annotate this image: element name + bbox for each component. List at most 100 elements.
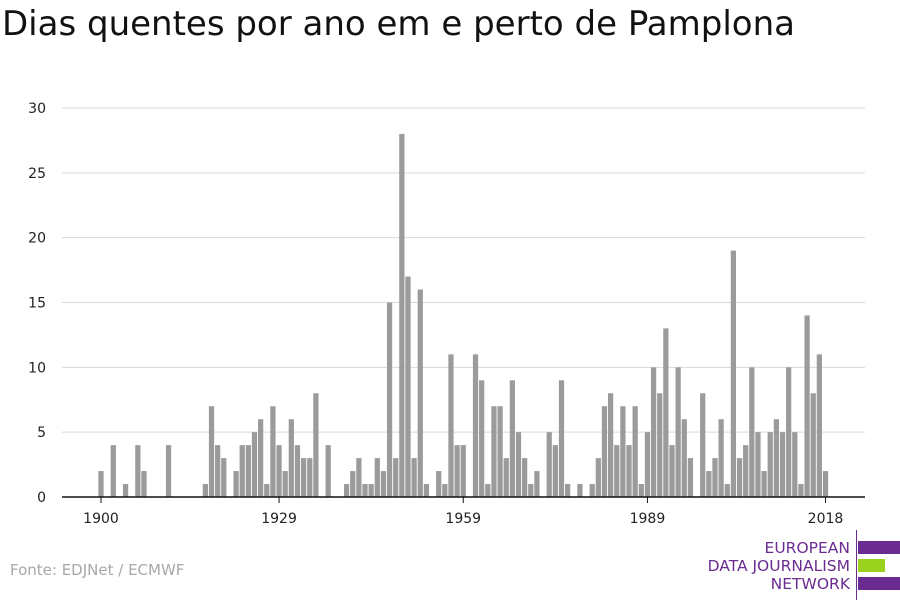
bar-1919	[215, 445, 221, 497]
bar-1942	[356, 458, 362, 497]
bar-2000	[712, 458, 718, 497]
bar-2005	[743, 445, 749, 497]
x-tick-label: 1989	[630, 511, 666, 527]
bar-1982	[601, 406, 608, 497]
bar-1970	[528, 484, 534, 497]
bar-1917	[202, 484, 208, 497]
x-tick-label: 1959	[445, 511, 481, 527]
bar-2016	[810, 393, 816, 497]
bar-2006	[749, 367, 755, 497]
bar-1941	[350, 471, 356, 497]
bar-1920	[221, 458, 227, 497]
bar-1904	[122, 484, 129, 497]
bar-1935	[313, 393, 319, 497]
bar-1987	[632, 406, 638, 497]
bar-1976	[565, 484, 571, 497]
bar-1950	[405, 276, 411, 497]
bar-1998	[700, 393, 706, 497]
x-tick-label: 1900	[83, 511, 119, 527]
bar-1932	[294, 445, 301, 497]
bar-1945	[374, 458, 380, 497]
bar-1993	[669, 445, 675, 497]
bar-1971	[534, 471, 540, 497]
bar-1967	[509, 380, 515, 497]
bar-1990	[650, 367, 657, 497]
bar-2013	[792, 432, 798, 497]
bar-1992	[663, 328, 669, 497]
bar-2008	[761, 471, 767, 497]
bar-1927	[264, 484, 270, 497]
bar-1946	[380, 471, 387, 497]
bar-1922	[233, 471, 239, 497]
bar-1902	[110, 445, 116, 497]
bar-1981	[595, 458, 601, 497]
y-tick-label: 25	[28, 166, 46, 182]
bar-1944	[368, 484, 374, 497]
bar-1995	[681, 419, 687, 497]
x-tick-label: 1929	[261, 511, 297, 527]
bar-2001	[718, 419, 724, 497]
x-tick-label: 2018	[808, 511, 844, 527]
bar-1934	[307, 458, 313, 497]
bar-2012	[786, 367, 792, 497]
bar-1940	[343, 484, 350, 497]
bar-1957	[448, 354, 454, 497]
bar-1930	[282, 471, 288, 497]
bar-1926	[258, 419, 264, 497]
bar-2007	[755, 432, 761, 497]
bar-1933	[300, 458, 307, 497]
bar-1984	[614, 445, 620, 497]
bar-1923	[239, 445, 245, 497]
bar-1978	[577, 484, 583, 497]
bar-1965	[497, 406, 503, 497]
bar-1974	[552, 445, 558, 497]
x-axis-ticks: 1900 1929 1959 1989 2018	[83, 497, 843, 527]
bar-1959	[460, 445, 466, 497]
bar-2010	[773, 419, 779, 497]
bar-1952	[417, 289, 423, 497]
bar-1961	[472, 354, 479, 497]
bar-2011	[779, 432, 786, 497]
bar-1955	[436, 471, 442, 497]
y-tick-label: 20	[28, 231, 46, 247]
bar-2002	[724, 484, 730, 497]
bar-1906	[135, 445, 141, 497]
bar-1968	[515, 432, 522, 497]
y-axis-ticks: 0 5 10 15 20 25 30	[28, 101, 46, 506]
y-tick-label: 15	[28, 296, 46, 312]
bar-1929	[276, 445, 282, 497]
bar-1947	[386, 302, 393, 497]
y-tick-label: 10	[28, 360, 46, 376]
bar-1953	[423, 484, 430, 497]
bar-1918	[208, 406, 215, 497]
bar-1956	[442, 484, 448, 497]
bar-1986	[626, 445, 632, 497]
bar-1985	[620, 406, 626, 497]
bar-1999	[706, 471, 712, 497]
bar-2017	[816, 354, 822, 497]
y-tick-label: 5	[37, 425, 46, 441]
bar-1931	[288, 419, 294, 497]
bar-1969	[522, 458, 528, 497]
bar-1925	[251, 432, 258, 497]
bar-1963	[485, 484, 491, 497]
bar-2003	[730, 250, 737, 497]
source-note: Fonte: EDJNet / ECMWF	[10, 561, 185, 579]
bar-1951	[411, 458, 417, 497]
bar-2018	[822, 471, 829, 497]
bar-1983	[607, 393, 614, 497]
y-tick-label: 0	[37, 490, 46, 506]
bar-1996	[687, 458, 694, 497]
bar-1907	[141, 471, 147, 497]
bar-1900	[98, 471, 104, 497]
bar-1937	[325, 445, 331, 497]
bar-1958	[454, 445, 460, 497]
bar-2009	[767, 432, 773, 497]
bar-1980	[589, 484, 595, 497]
gridlines	[62, 107, 865, 433]
bar-1988	[638, 484, 644, 497]
chart-title: Dias quentes por ano em e perto de Pampl…	[2, 4, 795, 44]
bar-1991	[657, 393, 663, 497]
bar-1989	[644, 432, 651, 497]
